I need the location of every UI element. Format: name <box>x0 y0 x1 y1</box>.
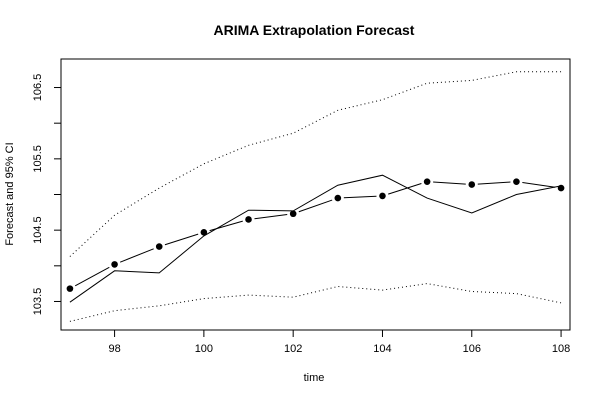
series-1-segment-7 <box>388 183 422 195</box>
series-1-point-7 <box>379 192 386 200</box>
series-1-point-0 <box>66 285 74 292</box>
series-layer <box>66 71 565 322</box>
series-1-point-10 <box>513 178 520 185</box>
x-tick-label-102: 102 <box>284 343 302 355</box>
series-1-point-6 <box>334 194 342 202</box>
x-axis: 98 100 102 104 106 108 <box>108 330 570 355</box>
series-1-segment-4 <box>254 214 288 220</box>
x-tick-label-106: 106 <box>463 343 481 355</box>
series-1-point-5 <box>289 210 297 218</box>
series-1-point-4 <box>245 216 252 223</box>
series-0-line <box>69 174 562 303</box>
series-1-point-2 <box>155 243 163 250</box>
chart-title: ARIMA Extrapolation Forecast <box>214 22 415 38</box>
x-tick-label-108: 108 <box>552 343 570 355</box>
series-1-segment-2 <box>164 233 199 246</box>
series-1-segment-5 <box>298 199 333 213</box>
series-3-line <box>69 283 562 322</box>
x-tick-label-104: 104 <box>373 343 391 355</box>
series-1-point-3 <box>200 228 208 236</box>
x-tick-label-98: 98 <box>108 343 120 355</box>
series-1-segment-8 <box>433 181 466 185</box>
plot-frame <box>60 58 571 331</box>
series-1-point-9 <box>468 181 476 188</box>
series-1-segment-0 <box>74 266 110 287</box>
x-axis-label: time <box>304 372 325 384</box>
y-tick-label-103.5: 103.5 <box>32 288 44 316</box>
series-1 <box>66 178 565 292</box>
x-tick-label-100: 100 <box>195 343 213 355</box>
y-axis: 103.5 104.5 105.5 106.5 <box>32 74 61 315</box>
y-tick-label-104.5: 104.5 <box>32 216 44 244</box>
series-2-line <box>69 71 562 257</box>
series-1-segment-10 <box>522 182 556 188</box>
series-1-segment-1 <box>119 248 154 263</box>
series-1-point-11 <box>557 184 565 192</box>
series-1-segment-9 <box>477 181 511 185</box>
y-tick-label-106.5: 106.5 <box>32 74 44 102</box>
series-1-segment-3 <box>209 220 243 232</box>
y-axis-label: Forecast and 95% CI <box>4 142 16 245</box>
series-1-point-8 <box>423 178 431 185</box>
series-1-point-1 <box>111 261 118 268</box>
series-1-segment-6 <box>343 195 377 199</box>
y-tick-label-105.5: 105.5 <box>32 145 44 173</box>
